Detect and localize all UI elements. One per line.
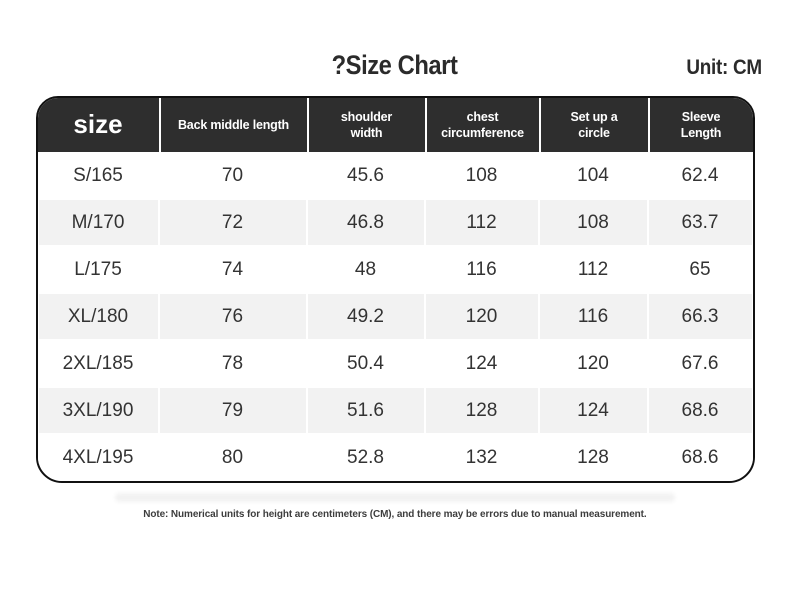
value-cell: 48 bbox=[306, 246, 425, 293]
size-chart-table: size Back middle length shoulder width ches… bbox=[35, 96, 755, 483]
size-cell: L/175 bbox=[37, 246, 159, 293]
value-cell: 128 bbox=[538, 434, 648, 481]
value-cell: 65 bbox=[647, 246, 753, 293]
value-cell: 124 bbox=[538, 387, 648, 434]
value-cell: 128 bbox=[424, 387, 539, 434]
value-cell: 120 bbox=[538, 340, 648, 387]
value-cell: 132 bbox=[424, 434, 539, 481]
header-cell: chest circumference bbox=[424, 98, 539, 152]
value-cell: 51.6 bbox=[306, 387, 425, 434]
value-cell: 45.6 bbox=[306, 152, 425, 199]
value-cell: 120 bbox=[424, 293, 539, 340]
value-cell: 76 bbox=[158, 293, 307, 340]
table-row: S/165 70 45.6 108 104 62.4 bbox=[37, 152, 753, 199]
header-cell-size: size bbox=[73, 109, 123, 140]
title-bar: ?Size Chart Unit: CM bbox=[0, 0, 790, 96]
size-cell: M/170 bbox=[37, 199, 159, 246]
value-cell: 112 bbox=[538, 246, 648, 293]
value-cell: 66.3 bbox=[647, 293, 753, 340]
table-header-row: size Back middle length shoulder width ches… bbox=[37, 98, 753, 152]
value-cell: 116 bbox=[424, 246, 539, 293]
unit-label: Unit: CM bbox=[686, 56, 762, 79]
value-cell: 62.4 bbox=[647, 152, 753, 199]
value-cell: 68.6 bbox=[647, 387, 753, 434]
value-cell: 68.6 bbox=[647, 434, 753, 481]
value-cell: 78 bbox=[158, 340, 307, 387]
watermark-smudge bbox=[115, 493, 675, 502]
value-cell: 67.6 bbox=[647, 340, 753, 387]
page-title: ?Size Chart bbox=[332, 50, 458, 80]
header-cell: Sleeve Length bbox=[647, 98, 753, 152]
table-row: 3XL/190 79 51.6 128 124 68.6 bbox=[37, 387, 753, 434]
size-cell: S/165 bbox=[37, 152, 159, 199]
value-cell: 49.2 bbox=[306, 293, 425, 340]
note-row: Note: Numerical units for height are cen… bbox=[0, 504, 790, 522]
header-cell: shoulder width bbox=[306, 98, 425, 152]
value-cell: 70 bbox=[158, 152, 307, 199]
value-cell: 112 bbox=[424, 199, 539, 246]
table-row: 4XL/195 80 52.8 132 128 68.6 bbox=[37, 434, 753, 481]
table-row: XL/180 76 49.2 120 116 66.3 bbox=[37, 293, 753, 340]
value-cell: 80 bbox=[158, 434, 307, 481]
table-row: M/170 72 46.8 112 108 63.7 bbox=[37, 199, 753, 246]
note-text: Note: Numerical units for height are cen… bbox=[143, 508, 647, 520]
size-cell: XL/180 bbox=[37, 293, 159, 340]
value-cell: 108 bbox=[424, 152, 539, 199]
size-cell: 2XL/185 bbox=[37, 340, 159, 387]
value-cell: 108 bbox=[538, 199, 648, 246]
size-cell: 4XL/195 bbox=[37, 434, 159, 481]
header-cell: Set up a circle bbox=[538, 98, 648, 152]
header-cell: Back middle length bbox=[158, 98, 307, 152]
table-row: L/175 74 48 116 112 65 bbox=[37, 246, 753, 293]
table-body: S/165 70 45.6 108 104 62.4 M/170 72 46.8 112 108 63… bbox=[37, 152, 753, 481]
value-cell: 116 bbox=[538, 293, 648, 340]
value-cell: 74 bbox=[158, 246, 307, 293]
value-cell: 52.8 bbox=[306, 434, 425, 481]
size-cell: 3XL/190 bbox=[37, 387, 159, 434]
value-cell: 104 bbox=[538, 152, 648, 199]
value-cell: 72 bbox=[158, 199, 307, 246]
value-cell: 63.7 bbox=[647, 199, 753, 246]
value-cell: 50.4 bbox=[306, 340, 425, 387]
table-row: 2XL/185 78 50.4 124 120 67.6 bbox=[37, 340, 753, 387]
value-cell: 79 bbox=[158, 387, 307, 434]
value-cell: 46.8 bbox=[306, 199, 425, 246]
value-cell: 124 bbox=[424, 340, 539, 387]
